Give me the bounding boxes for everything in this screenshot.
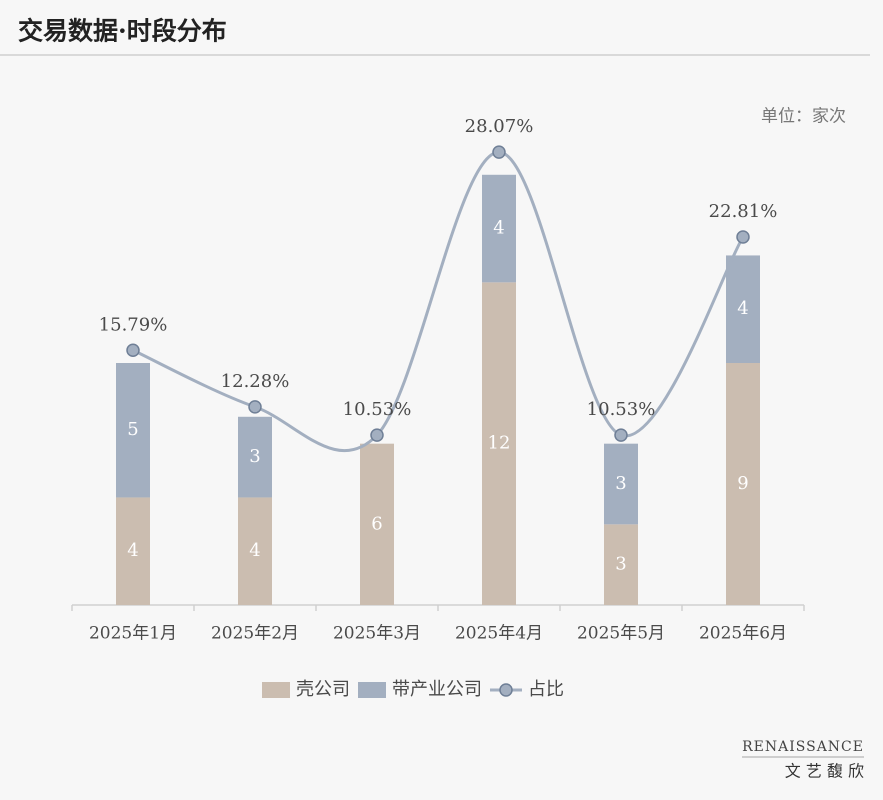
ratio-marker	[370, 428, 384, 442]
ratio-label: 10.53%	[587, 399, 656, 420]
bar-value-label: 3	[615, 473, 626, 494]
bar-value-label: 4	[737, 298, 748, 319]
logo: RENAISSANCE 文 艺 馥 欣	[742, 739, 864, 781]
legend-label: 占比	[528, 679, 564, 700]
legend-swatch	[358, 682, 386, 698]
ratio-marker	[126, 343, 140, 358]
bar-value-label: 4	[493, 218, 504, 239]
chart-title: 交易数据·时段分布	[18, 17, 227, 46]
bar-segment	[482, 282, 516, 605]
x-tick-label: 2025年4月	[455, 624, 543, 644]
ratio-marker	[248, 400, 262, 414]
legend-marker	[499, 683, 513, 697]
bar-segment	[116, 497, 150, 605]
ratio-marker	[614, 428, 628, 442]
ratio-label: 28.07%	[465, 116, 534, 137]
ratio-marker	[492, 145, 506, 159]
bar-value-label: 12	[488, 433, 511, 454]
unit-label: 单位：家次	[761, 107, 846, 127]
ratio-label: 10.53%	[343, 399, 412, 420]
brand: RENAISSANCE	[742, 739, 864, 755]
legend-label: 壳公司	[296, 679, 350, 700]
bar-segment	[604, 443, 638, 525]
x-tick-label: 2025年2月	[211, 624, 299, 644]
bar-segment	[360, 443, 394, 605]
bar-value-label: 6	[371, 513, 382, 534]
legend-label: 带产业公司	[392, 679, 482, 700]
bar-segment	[726, 363, 760, 605]
bar-value-label: 9	[737, 473, 748, 494]
brand-cn: 文 艺 馥 欣	[785, 762, 864, 781]
x-tick-label: 2025年3月	[333, 624, 421, 644]
bar-segment	[604, 524, 638, 605]
x-tick-label: 2025年6月	[699, 624, 787, 644]
bar-segment	[238, 416, 272, 498]
x-tick-label: 2025年5月	[577, 624, 665, 644]
ratio-marker	[736, 230, 750, 244]
bar-value-label: 3	[249, 446, 260, 467]
bar-value-label: 3	[615, 554, 626, 575]
bar-value-label: 5	[127, 419, 138, 440]
legend-swatch	[262, 682, 290, 698]
ratio-label: 15.79%	[99, 314, 168, 335]
bar-value-label: 4	[127, 540, 138, 561]
ratio-label: 22.81%	[709, 201, 778, 222]
bar-segment	[238, 497, 272, 605]
ratio-label: 12.28%	[221, 371, 290, 392]
bar-segment	[482, 174, 516, 283]
bar-segment	[116, 363, 150, 498]
x-tick-label: 2025年1月	[89, 624, 177, 644]
bar-segment	[726, 255, 760, 363]
bar-value-label: 4	[249, 540, 260, 561]
